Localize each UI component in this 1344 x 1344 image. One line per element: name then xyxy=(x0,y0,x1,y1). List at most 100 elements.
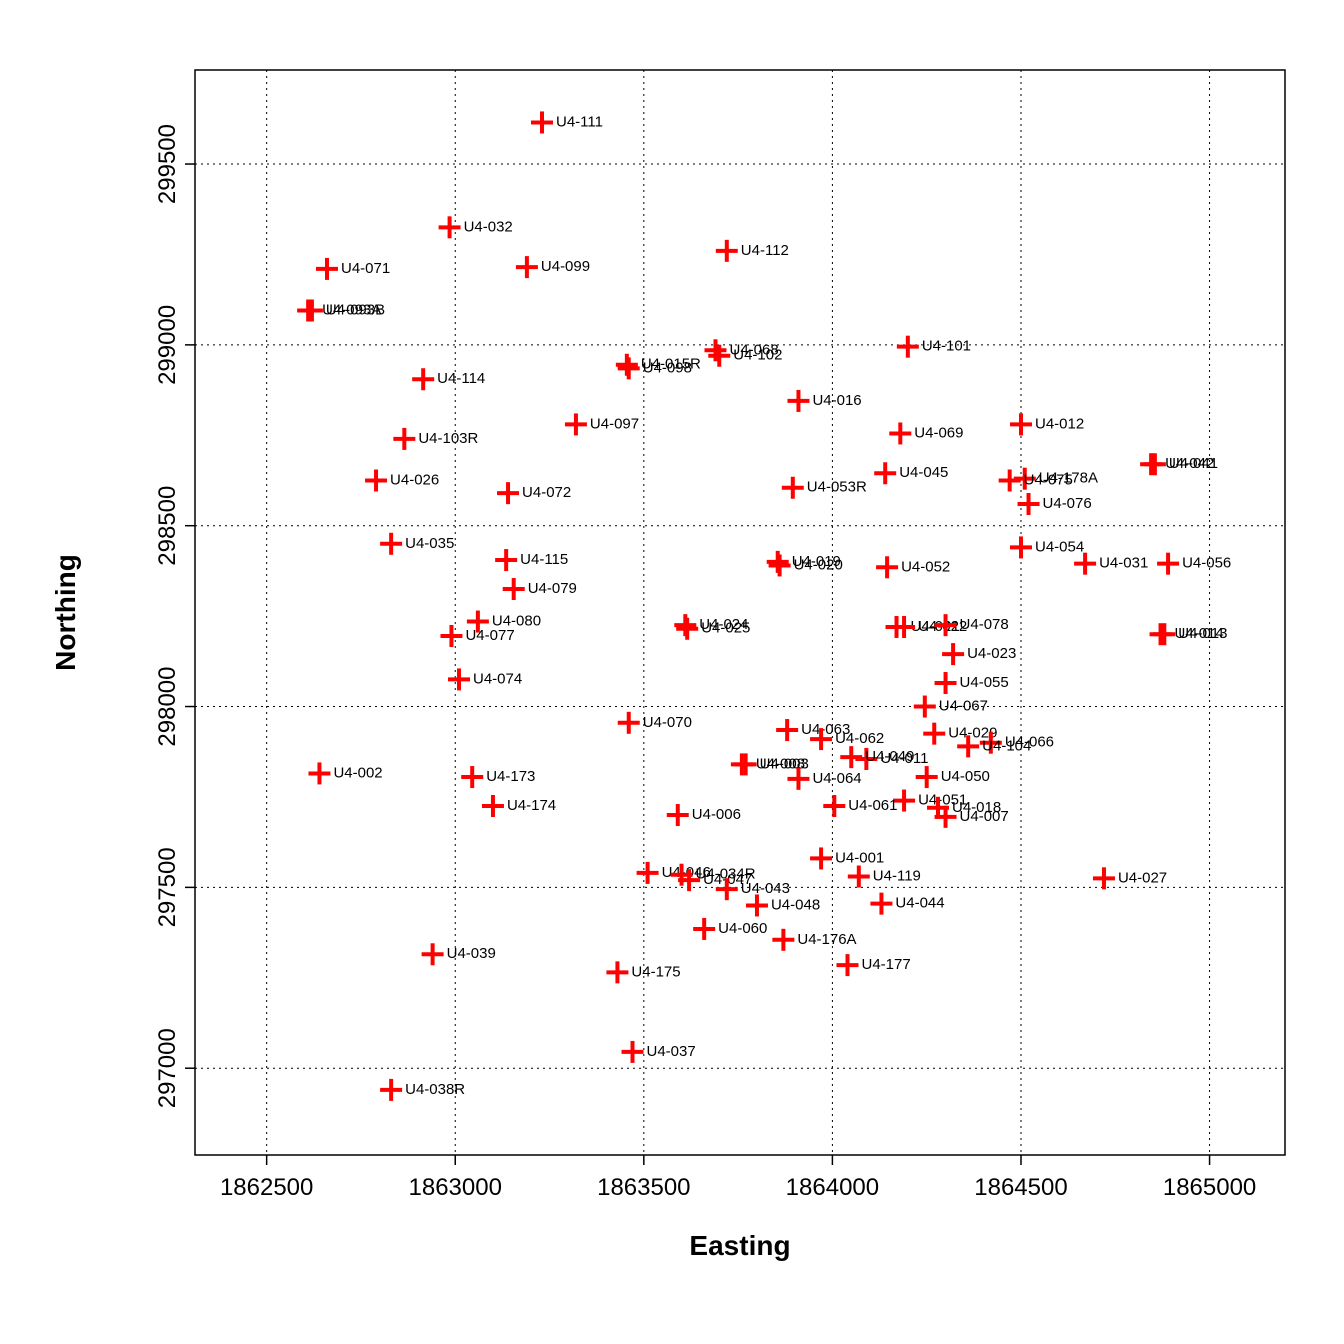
data-point xyxy=(772,929,794,951)
point-label: U4-173 xyxy=(486,768,535,785)
point-label: U4-099 xyxy=(541,258,590,275)
point-label: U4-031 xyxy=(1099,555,1148,572)
point-label: U4-055 xyxy=(960,674,1009,691)
data-point xyxy=(1153,623,1175,645)
data-point xyxy=(637,862,659,884)
point-label: U4-114 xyxy=(437,370,485,387)
ytick-label: 299000 xyxy=(154,305,181,385)
point-label: U4-098 xyxy=(643,359,692,376)
point-label: U4-119 xyxy=(873,867,921,884)
data-point xyxy=(693,918,715,940)
point-label: U4-072 xyxy=(522,484,571,501)
point-label: U4-026 xyxy=(390,471,439,488)
data-point xyxy=(503,578,525,600)
point-label: U4-054 xyxy=(1035,538,1084,555)
data-point xyxy=(497,482,519,504)
point-label: U4-025 xyxy=(701,620,750,637)
xtick-label: 1863500 xyxy=(597,1174,690,1201)
point-label: U4-050 xyxy=(941,768,990,785)
point-label: U4-037 xyxy=(647,1043,696,1060)
point-label: U4-103R xyxy=(418,430,478,447)
point-label: U4-041 xyxy=(1169,455,1218,472)
data-point xyxy=(704,339,726,361)
data-point xyxy=(622,1041,644,1063)
data-point xyxy=(380,1079,402,1101)
point-label: U4-177 xyxy=(861,956,910,973)
point-label: U4-013 xyxy=(1178,625,1227,642)
point-label: U4-056 xyxy=(1182,555,1231,572)
point-label: U4-075 xyxy=(1024,471,1073,488)
data-point xyxy=(461,766,483,788)
point-label: U4-071 xyxy=(341,260,390,277)
data-point xyxy=(618,357,640,379)
xtick-label: 1864500 xyxy=(974,1174,1067,1201)
data-point xyxy=(422,943,444,965)
point-label: U4-049 xyxy=(865,748,914,765)
data-point xyxy=(676,618,698,640)
point-label: U4-052 xyxy=(901,558,950,575)
data-point xyxy=(440,625,462,647)
data-point xyxy=(301,300,323,322)
point-label: U4-006 xyxy=(692,806,741,823)
data-point xyxy=(1093,867,1115,889)
point-label: U4-064 xyxy=(812,770,861,787)
data-point xyxy=(618,712,640,734)
ytick-label: 297500 xyxy=(154,847,181,927)
data-point xyxy=(606,961,628,983)
ytick-label: 298000 xyxy=(154,666,181,746)
point-label: U4-176A xyxy=(797,931,856,948)
point-label: U4-070 xyxy=(643,714,692,731)
point-label: U4-053R xyxy=(807,479,867,496)
point-label: U4-044 xyxy=(895,895,944,912)
data-point xyxy=(914,696,936,718)
xtick-label: 1862500 xyxy=(220,1174,313,1201)
data-point xyxy=(874,462,896,484)
point-label: U4-112 xyxy=(741,242,789,259)
point-label: U4-032 xyxy=(464,218,513,235)
data-point xyxy=(316,258,338,280)
data-point xyxy=(565,413,587,435)
point-label: U4-012 xyxy=(1035,415,1084,432)
data-point xyxy=(810,847,832,869)
data-point xyxy=(999,469,1021,491)
data-point xyxy=(870,893,892,915)
point-label: U4-102 xyxy=(733,347,782,364)
data-point xyxy=(942,643,964,665)
point-label: U4-115 xyxy=(520,551,568,568)
point-label: U4-104 xyxy=(982,737,1031,754)
point-label: U4-101 xyxy=(922,338,971,355)
data-point xyxy=(439,216,461,238)
data-point xyxy=(935,672,957,694)
data-point xyxy=(393,428,415,450)
point-label: U4-174 xyxy=(507,797,556,814)
data-point xyxy=(1074,553,1096,575)
point-label: U4-062 xyxy=(835,730,884,747)
data-point xyxy=(365,469,387,491)
data-point xyxy=(448,668,470,690)
data-point xyxy=(787,390,809,412)
data-point xyxy=(716,240,738,262)
data-point xyxy=(1010,413,1032,435)
data-point xyxy=(823,795,845,817)
data-point xyxy=(897,336,919,358)
data-point xyxy=(708,345,730,367)
point-label: U4-003 xyxy=(760,755,809,772)
data-point xyxy=(889,422,911,444)
point-label: U4-002 xyxy=(333,764,382,781)
point-label: U4-045 xyxy=(899,464,948,481)
ytick-label: 298500 xyxy=(154,486,181,566)
xtick-label: 1864000 xyxy=(786,1174,879,1201)
data-point xyxy=(531,111,553,133)
scatter-plot: 1862500186300018635001864000186450018650… xyxy=(0,0,1344,1344)
point-label: U4-007 xyxy=(960,808,1009,825)
data-point xyxy=(380,533,402,555)
plot-border xyxy=(195,70,1285,1155)
data-point xyxy=(516,256,538,278)
data-point xyxy=(667,804,689,826)
point-label: U4-069 xyxy=(914,424,963,441)
data-point xyxy=(776,719,798,741)
data-point xyxy=(1157,553,1179,575)
point-label: U4-048 xyxy=(771,896,820,913)
ytick-label: 297000 xyxy=(154,1028,181,1108)
x-axis-title: Easting xyxy=(689,1230,790,1261)
